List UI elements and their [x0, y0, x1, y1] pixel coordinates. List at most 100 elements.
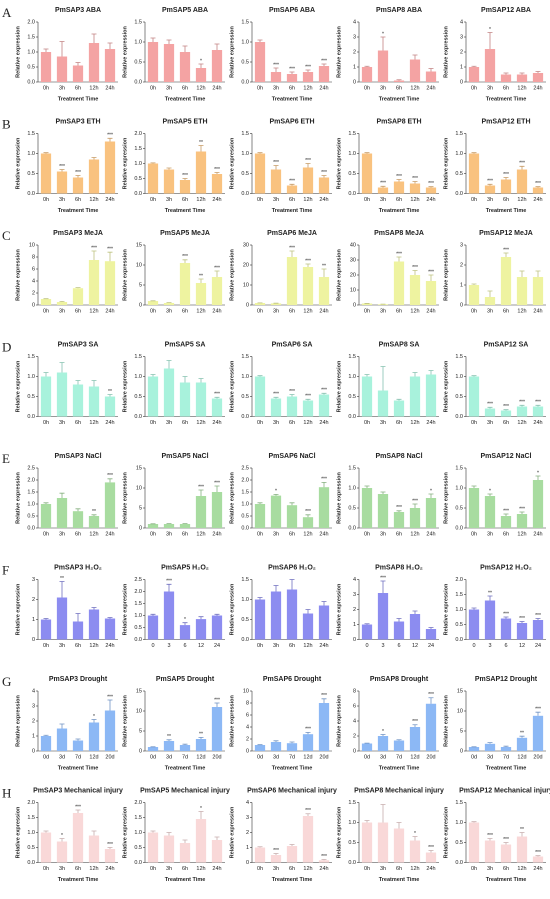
chart-title: PmSAP3 H₂O₂ — [54, 564, 102, 571]
chart-title: PmSAP6 Mechanical injury — [247, 787, 337, 794]
y-tick-label: 0.5 — [455, 622, 463, 628]
significance-label: ** — [199, 140, 203, 146]
x-tick-label: 3h — [273, 866, 279, 872]
significance-label: *** — [273, 848, 279, 854]
bar — [211, 277, 223, 305]
bar — [302, 613, 314, 640]
x-tick-label: 24h — [212, 420, 221, 426]
error-bar — [428, 68, 434, 72]
y-tick-label: 0.0 — [134, 79, 142, 85]
bar — [147, 376, 159, 417]
significance-label: * — [430, 488, 432, 494]
x-tick-label: 6 — [183, 643, 186, 649]
y-tick-label: 4 — [246, 724, 249, 730]
error-bar — [487, 406, 493, 409]
bar — [361, 488, 373, 528]
x-tick-label: 7d — [289, 754, 295, 760]
error-bar — [364, 623, 370, 625]
error-bar — [91, 380, 97, 387]
error-bar — [412, 181, 418, 184]
error-bar — [166, 360, 172, 369]
bar — [286, 185, 298, 194]
bar — [104, 396, 116, 417]
bar — [254, 599, 266, 640]
bar — [393, 621, 405, 640]
x-tick-label: 0h — [257, 420, 263, 426]
significance-label: *** — [289, 245, 295, 251]
significance-label: *** — [503, 247, 509, 253]
y-axis-label: Relative expression — [443, 583, 449, 635]
error-bar — [487, 32, 493, 49]
y-tick-label: 2.0 — [134, 589, 142, 595]
bar — [302, 167, 314, 194]
bar — [425, 852, 437, 863]
error-bar — [519, 621, 525, 623]
error-bar — [43, 618, 49, 620]
bar — [409, 727, 421, 751]
y-tick-label: 0.5 — [348, 505, 356, 511]
y-tick-label: 0.5 — [27, 394, 35, 400]
bar — [516, 169, 528, 194]
x-tick-label: 0h — [43, 197, 49, 203]
significance-label: *** — [380, 575, 386, 581]
chart-title: PmSAP8 Drought — [370, 676, 429, 683]
x-tick-label: 12h — [89, 531, 98, 537]
y-axis-label: Relative expression — [229, 695, 235, 747]
x-tick-label: 3 — [488, 643, 491, 649]
significance-label: ** — [92, 509, 96, 515]
x-axis-label: Treatment Time — [272, 208, 313, 214]
y-tick-label: 0.5 — [455, 505, 463, 511]
error-bar — [257, 39, 263, 42]
bar — [393, 828, 405, 863]
bar — [195, 151, 207, 194]
bar — [409, 275, 421, 305]
x-tick-label: 3h — [380, 866, 386, 872]
chart-title: PmSAP3 ABA — [55, 7, 101, 14]
error-bar — [535, 618, 541, 620]
bar — [40, 299, 52, 305]
y-tick-label: 5 — [460, 728, 463, 734]
error-bar — [59, 362, 65, 373]
x-tick-label: 12h — [517, 308, 526, 314]
x-tick-label: 3h — [380, 420, 386, 426]
bar — [56, 498, 68, 528]
x-tick-label: 0h — [471, 197, 477, 203]
x-tick-label: 12h — [517, 420, 526, 426]
bar — [179, 524, 191, 528]
y-tick-label: 0.5 — [241, 513, 249, 519]
x-tick-label: 3h — [273, 85, 279, 91]
y-tick-label: 1.5 — [241, 489, 249, 495]
significance-label: *** — [75, 804, 81, 810]
bar — [211, 50, 223, 82]
error-bar — [273, 853, 279, 855]
x-tick-label: 3h — [166, 197, 172, 203]
error-bar — [43, 502, 49, 504]
bar — [516, 514, 528, 528]
bar — [361, 822, 373, 863]
x-tick-label: 3h — [59, 308, 65, 314]
error-bar — [289, 183, 295, 186]
bar — [500, 74, 512, 82]
x-tick-label: 3d — [59, 754, 65, 760]
x-tick-label: 24h — [533, 531, 542, 537]
y-axis-label: Relative expression — [443, 249, 449, 301]
bar — [393, 80, 405, 82]
bar — [72, 288, 84, 305]
x-tick-label: 0h — [364, 420, 370, 426]
x-tick-label: 6h — [182, 420, 188, 426]
y-tick-label: 0.5 — [455, 171, 463, 177]
bar — [425, 374, 437, 417]
significance-label: *** — [428, 845, 434, 851]
bar — [195, 382, 207, 417]
bar — [377, 50, 389, 82]
x-tick-label: 0 — [365, 643, 368, 649]
y-tick-label: 30 — [350, 257, 356, 263]
y-tick-label: 1.5 — [348, 354, 356, 360]
x-tick-label: 24h — [533, 308, 542, 314]
error-bar — [519, 165, 525, 170]
y-tick-label: 0.0 — [455, 414, 463, 420]
y-axis-label: Relative expression — [336, 695, 342, 747]
error-bar — [214, 836, 220, 840]
y-tick-label: 3 — [460, 34, 463, 40]
significance-label: *** — [198, 484, 204, 490]
